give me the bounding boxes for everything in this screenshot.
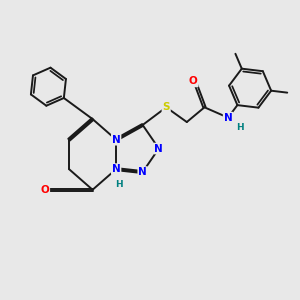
Text: O: O (40, 185, 49, 195)
Text: N: N (112, 135, 121, 145)
Text: N: N (224, 112, 233, 123)
Text: N: N (138, 167, 147, 177)
Text: H: H (115, 180, 122, 189)
Text: N: N (112, 164, 121, 174)
Text: N: N (154, 143, 163, 154)
Text: H: H (237, 122, 244, 131)
Text: S: S (162, 102, 170, 112)
Text: O: O (189, 76, 198, 86)
